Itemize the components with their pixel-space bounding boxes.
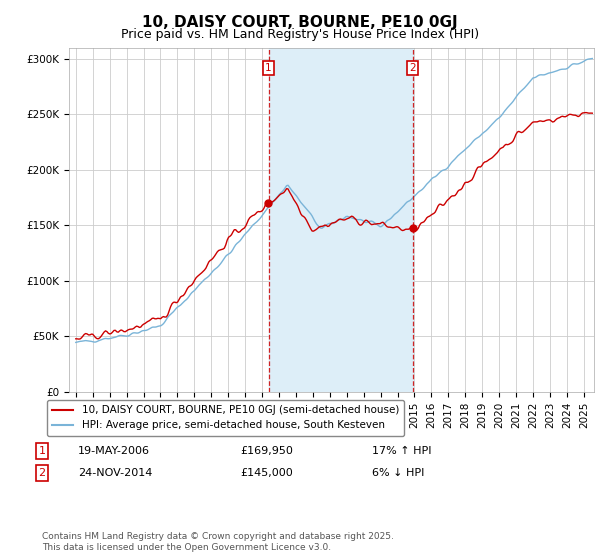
Text: Contains HM Land Registry data © Crown copyright and database right 2025.
This d: Contains HM Land Registry data © Crown c…	[42, 532, 394, 552]
Legend: 10, DAISY COURT, BOURNE, PE10 0GJ (semi-detached house), HPI: Average price, sem: 10, DAISY COURT, BOURNE, PE10 0GJ (semi-…	[47, 400, 404, 436]
Text: 6% ↓ HPI: 6% ↓ HPI	[372, 468, 424, 478]
Text: 2: 2	[38, 468, 46, 478]
Text: 1: 1	[38, 446, 46, 456]
Text: 17% ↑ HPI: 17% ↑ HPI	[372, 446, 431, 456]
Text: Price paid vs. HM Land Registry's House Price Index (HPI): Price paid vs. HM Land Registry's House …	[121, 28, 479, 41]
Text: 10, DAISY COURT, BOURNE, PE10 0GJ: 10, DAISY COURT, BOURNE, PE10 0GJ	[142, 15, 458, 30]
Bar	[269, 48, 413, 392]
Text: £145,000: £145,000	[240, 468, 293, 478]
Text: 2: 2	[409, 63, 416, 73]
Text: 1: 1	[265, 63, 272, 73]
Text: 24-NOV-2014: 24-NOV-2014	[78, 468, 152, 478]
Text: £169,950: £169,950	[240, 446, 293, 456]
Text: 19-MAY-2006: 19-MAY-2006	[78, 446, 150, 456]
